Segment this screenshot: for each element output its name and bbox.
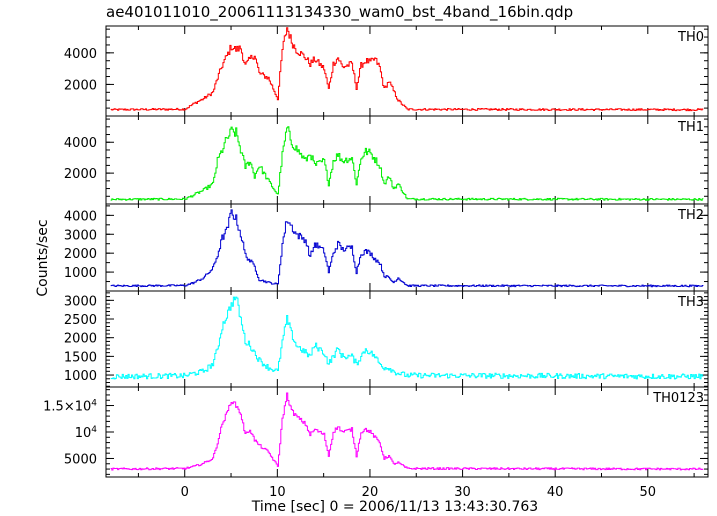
- y-tick-label: 2500: [64, 313, 97, 328]
- y-tick-label: 1500: [64, 350, 97, 365]
- x-tick-label: 30: [454, 485, 471, 500]
- y-tick-label: 4000: [64, 136, 97, 151]
- x-axis: 0 10 20 30 40 50: [181, 485, 656, 500]
- panel-label: TH2: [677, 208, 704, 223]
- y-tick-label: 1000: [64, 369, 97, 384]
- y-tick-label: 1000: [64, 266, 97, 281]
- panel-th1: 2000 4000 TH1: [64, 115, 709, 205]
- panel-th0: 2000 4000 TH0: [64, 25, 709, 117]
- y-tick-label: 2000: [64, 167, 97, 182]
- x-tick-label: 50: [640, 485, 657, 500]
- panel-frame: [105, 203, 709, 292]
- panel-frame: [105, 290, 709, 388]
- x-tick-label: 0: [181, 485, 189, 500]
- panel-label: TH1: [677, 120, 704, 135]
- y-tick-label: 2000: [64, 247, 97, 262]
- y-tick-label: 2000: [64, 332, 97, 347]
- y-axis-label: Counts/sec: [35, 219, 51, 296]
- chart-title: ae401011010_20061113134330_wam0_bst_4ban…: [106, 3, 573, 22]
- light-curve-th0123: [110, 392, 704, 471]
- light-curve-th2: [110, 209, 704, 288]
- light-curve-th3: [110, 296, 704, 380]
- panel-label: TH3: [677, 295, 704, 310]
- panel-label: TH0: [677, 30, 704, 45]
- y-tick-label: 5000: [64, 452, 97, 467]
- light-curve-th0: [110, 27, 704, 112]
- panel-frame: [105, 115, 709, 205]
- y-tick-label: 104: [75, 425, 98, 441]
- y-tick-label: 4000: [64, 209, 97, 224]
- x-tick-label: 10: [269, 485, 286, 500]
- y-tick-label: 3000: [64, 294, 97, 309]
- panel-label: TH0123: [652, 391, 704, 406]
- y-tick-label: 3000: [64, 228, 97, 243]
- panels-group: 2000 4000 TH0 2000 4000 TH1 1000 2000 3000 4000 TH…: [43, 25, 709, 478]
- y-tick-label: 1.5×104: [43, 399, 97, 415]
- panel-th0123: 5000 104 1.5×104 TH0123: [43, 386, 709, 478]
- y-tick-label: 4000: [64, 47, 97, 62]
- x-axis-label: Time [sec] 0 = 2006/11/13 13:43:30.763: [251, 499, 538, 515]
- panel-th3: 1000 1500 2000 2500 3000 TH3: [64, 290, 709, 388]
- panel-th2: 1000 2000 3000 4000 TH2: [64, 203, 709, 292]
- x-tick-label: 40: [547, 485, 564, 500]
- panel-frame: [105, 386, 709, 478]
- x-tick-label: 20: [362, 485, 379, 500]
- light-curve-th1: [110, 126, 704, 201]
- y-tick-label: 2000: [64, 78, 97, 93]
